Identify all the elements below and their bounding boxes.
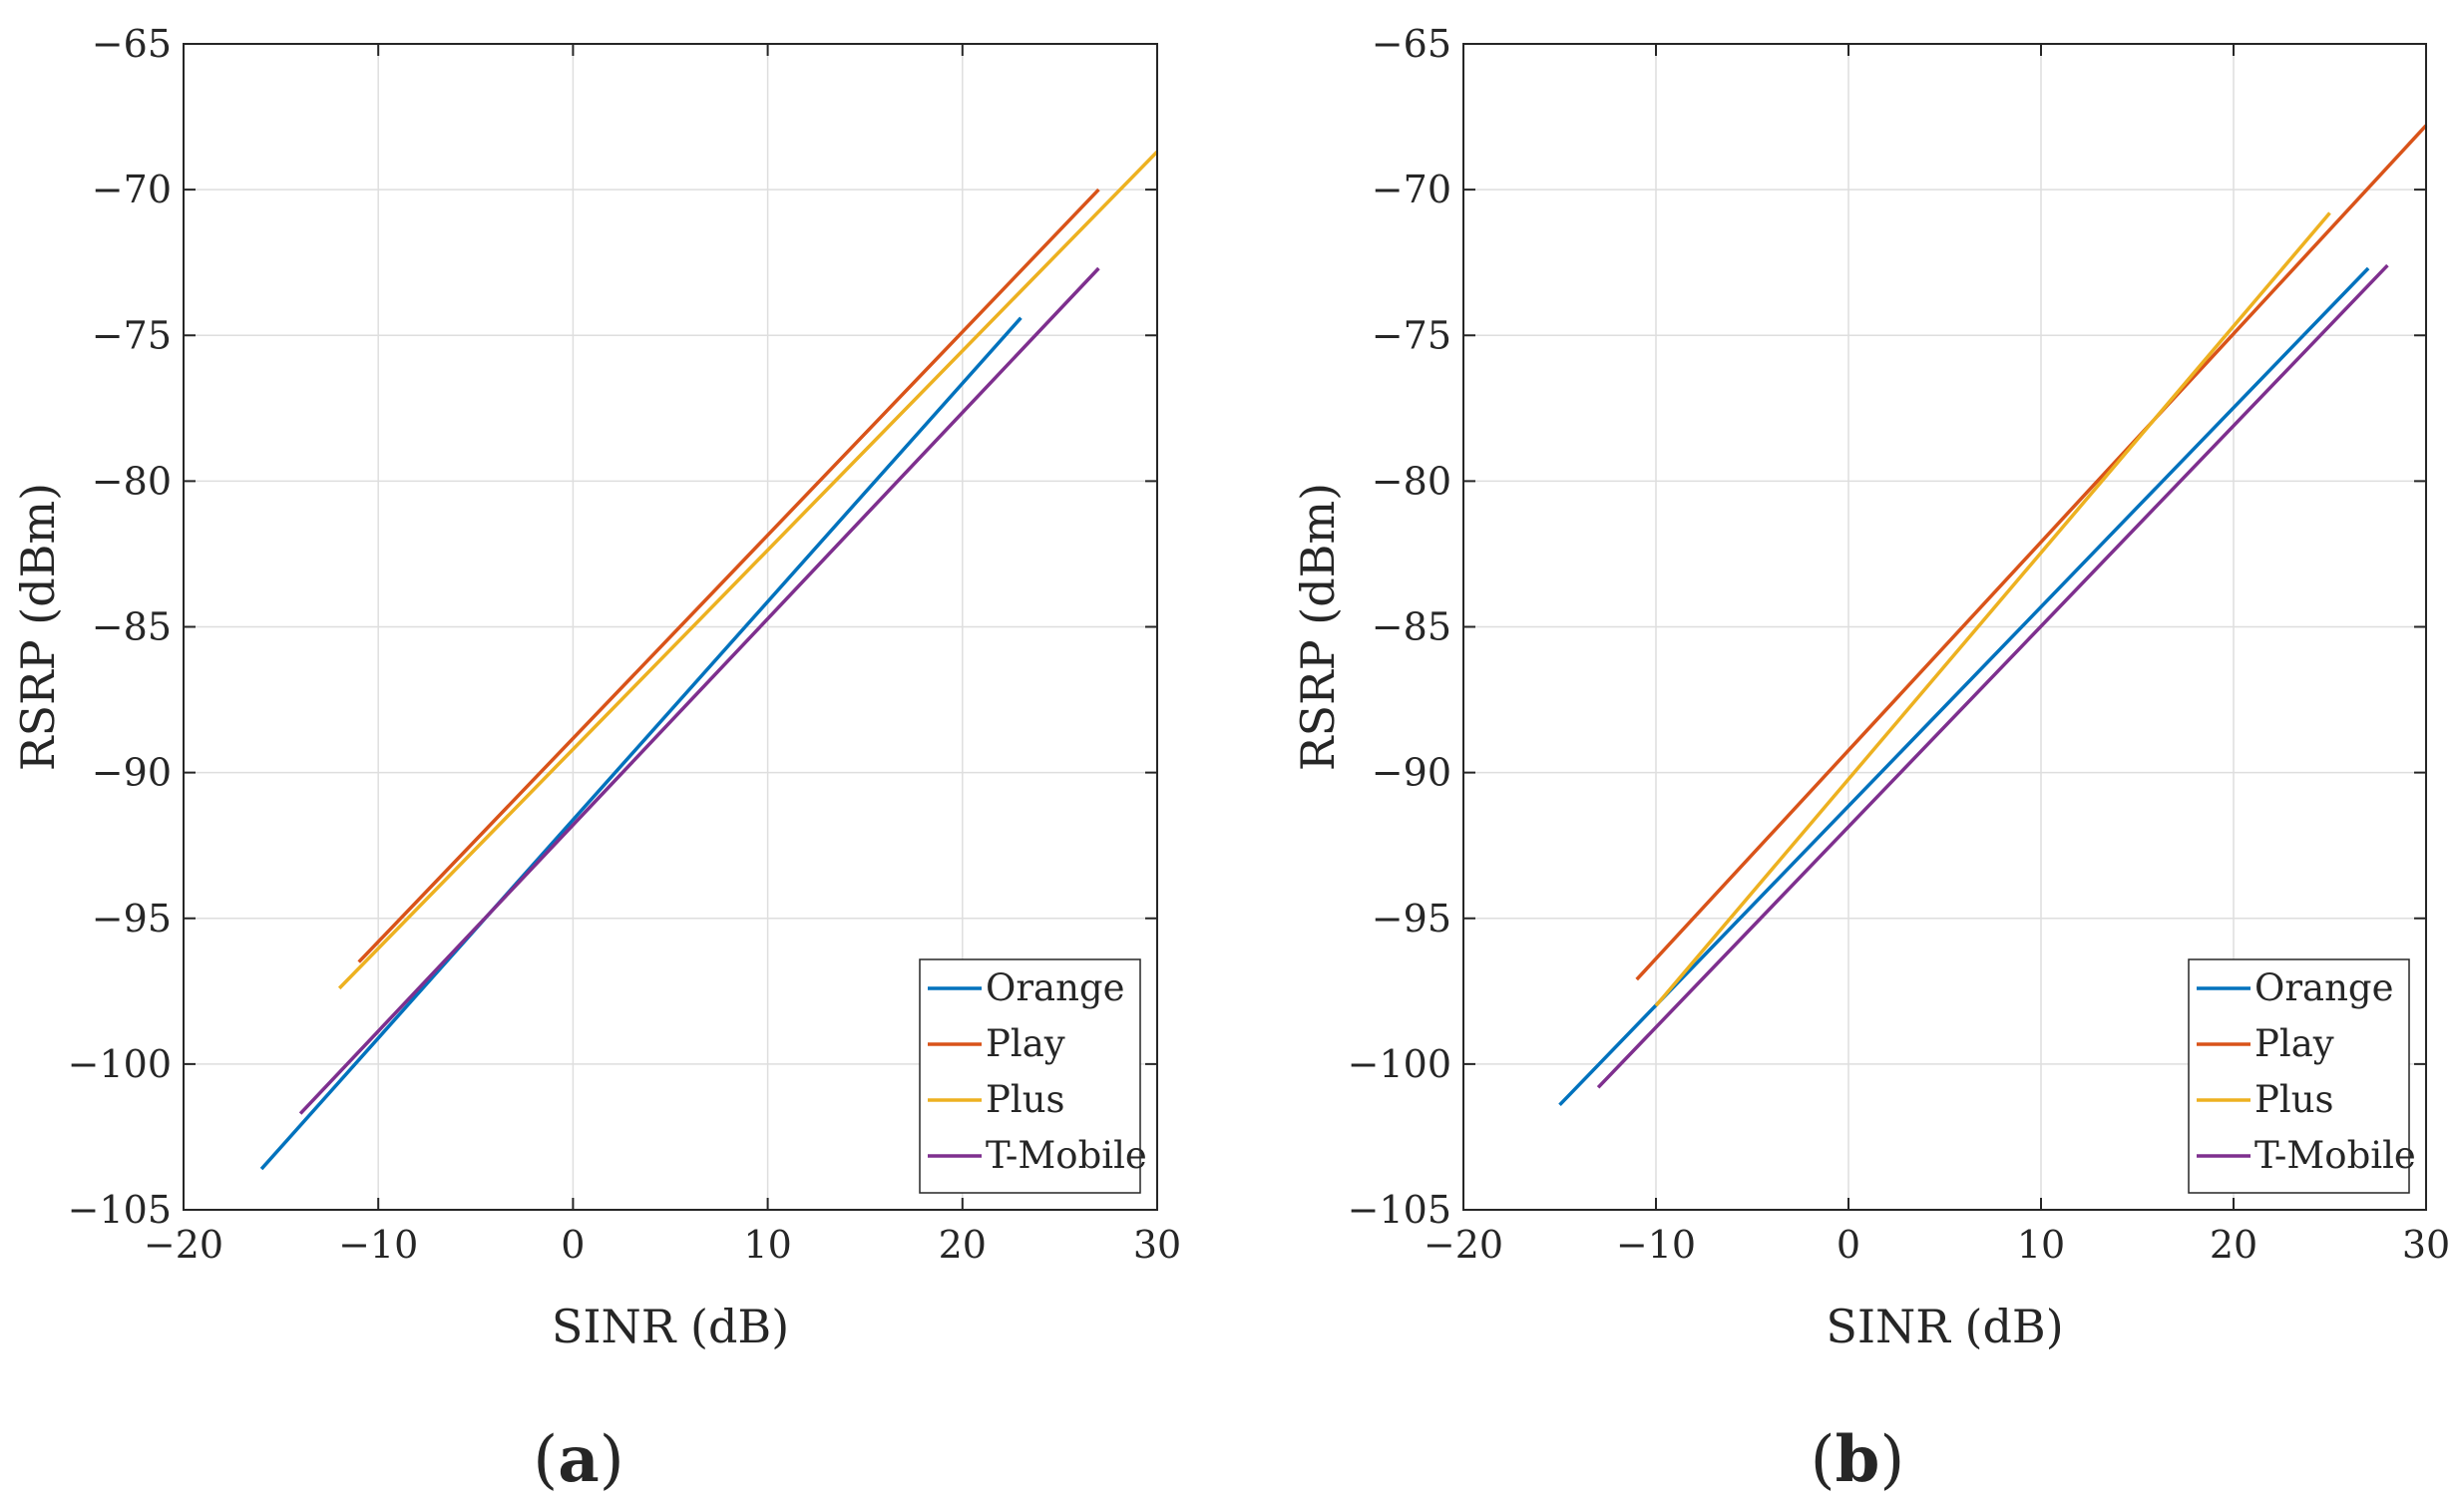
legend-label: T-Mobile [986,1134,1147,1177]
legend-label: Plus [2254,1078,2334,1121]
y-tick-label: −105 [1348,1188,1451,1232]
series-line-orange [1558,266,2370,1107]
panel-label-letter: b [1836,1422,1880,1497]
panel-label-letter: a [558,1422,599,1497]
panel-label-close: ) [600,1423,624,1497]
x-axis-label: SINR (dB) [552,1300,789,1353]
x-tick-label: 0 [1837,1223,1860,1267]
series-line-orange [259,316,1023,1171]
series-line-plus [337,150,1159,990]
panel-label-open: ( [1811,1423,1836,1497]
chart-panel-a: −20 −10 0 10 20 30−105−100−95−90−85−80−75−70−… [11,22,1181,1497]
panel-label: (b) [1811,1422,1905,1497]
panel-label-close: ) [1879,1423,1904,1497]
legend-box [919,958,1141,1194]
x-tick-label: 30 [2402,1223,2450,1267]
series-line-t-mobile [1596,263,2389,1089]
legend-label: Plus [986,1078,1065,1121]
y-axis-label: RSRP (dBm) [11,483,65,771]
y-tick-label: −65 [92,22,172,66]
panel-label-open: ( [533,1423,558,1497]
series-line-plus [1654,211,2331,1007]
y-tick-label: −90 [92,751,172,795]
y-tick-label: −80 [1372,459,1451,503]
y-tick-label: −80 [92,459,172,503]
y-tick-label: −65 [1372,22,1451,66]
legend: Orange Play Plus T-Mobile [919,958,1147,1194]
series-line-play [1635,124,2428,981]
legend-label: Orange [986,966,1125,1009]
x-tick-label: 20 [939,1223,987,1267]
legend-label: Play [2254,1022,2334,1065]
y-tick-label: −100 [68,1042,172,1086]
x-tick-label: 30 [1133,1223,1181,1267]
x-tick-label: 10 [743,1223,791,1267]
x-tick-label: −10 [1616,1223,1696,1267]
legend: Orange Play Plus T-Mobile [2188,958,2416,1194]
y-tick-label: −95 [1372,897,1451,941]
x-tick-label: −10 [338,1223,418,1267]
legend-label: Play [986,1022,1065,1065]
legend-label: T-Mobile [2254,1134,2416,1177]
y-tick-label: −70 [1372,168,1451,211]
x-tick-label: −20 [144,1223,223,1267]
legend-label: Orange [2254,966,2394,1009]
x-tick-label: 10 [2017,1223,2065,1267]
series-line-t-mobile [298,266,1100,1115]
y-tick-label: −100 [1348,1042,1451,1086]
y-tick-label: −95 [92,897,172,941]
y-tick-label: −105 [68,1188,172,1232]
panel-label: (a) [533,1422,623,1497]
legend-box [2188,958,2410,1194]
y-tick-label: −90 [1372,751,1451,795]
series-line-play [357,188,1100,963]
x-tick-label: −20 [1424,1223,1503,1267]
y-tick-label: −75 [1372,313,1451,357]
y-axis-label: RSRP (dBm) [1291,483,1345,771]
x-axis-label: SINR (dB) [1826,1300,2063,1353]
y-tick-label: −85 [1372,605,1451,649]
x-tick-label: 0 [561,1223,585,1267]
chart-panel-b: −20 −10 0 10 20 30−105−100−95−90−85−80−75−70−… [1291,22,2450,1497]
y-tick-label: −75 [92,313,172,357]
x-tick-label: 20 [2210,1223,2257,1267]
y-tick-label: −70 [92,168,172,211]
y-tick-label: −85 [92,605,172,649]
